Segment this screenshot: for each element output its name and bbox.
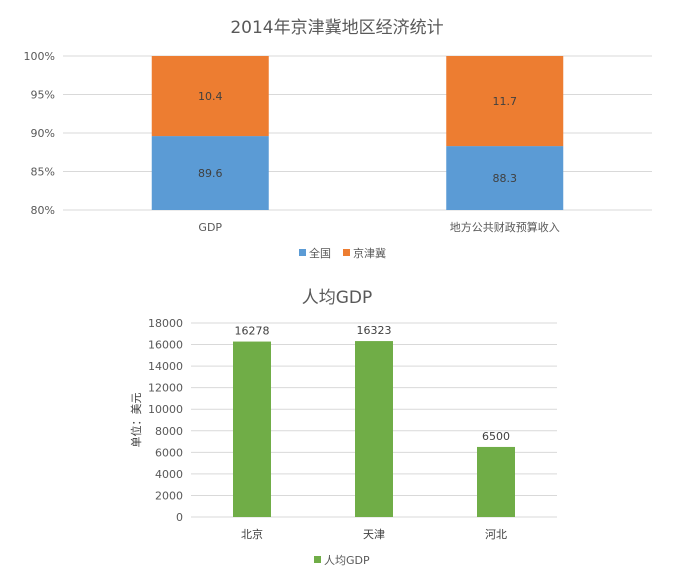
chart1-x-tick-label: GDP — [198, 221, 222, 234]
chart2-data-label: 16278 — [235, 325, 270, 338]
chart1-bar-national — [151, 136, 269, 210]
chart2-y-tick-label: 0 — [176, 511, 183, 524]
chart2-y-tick-label: 2000 — [155, 489, 183, 502]
chart2-y-tick-label: 6000 — [155, 446, 183, 459]
chart1-data-label: 88.3 — [493, 172, 518, 185]
chart1-legend-label: 京津冀 — [353, 246, 386, 260]
chart2-x-axis: 北京 天津 河北 — [241, 527, 507, 541]
chart2-y-tick-label: 12000 — [148, 382, 183, 395]
chart2-x-tick-label: 天津 — [363, 528, 385, 541]
chart1-y-tick-label: 100% — [24, 50, 55, 63]
chart1-data-label: 11.7 — [493, 95, 518, 108]
chart1-x-tick-label: 地方公共财政预算收入 — [450, 220, 560, 234]
chart1-x-axis: GDP 地方公共财政预算收入 — [198, 220, 559, 234]
chart1-legend: 全国 京津冀 — [299, 246, 386, 260]
chart2-y-tick-label: 4000 — [155, 468, 183, 481]
chart2-y-axis-label: 单位：美元 — [129, 393, 143, 448]
chart1-y-tick-label: 85% — [31, 166, 55, 179]
chart1-data-label: 10.4 — [198, 90, 223, 103]
chart2-y-tick-label: 10000 — [148, 403, 183, 416]
chart1-bar-jingjinji — [446, 56, 564, 147]
chart1-y-tick-label: 95% — [31, 89, 55, 102]
chart2-x-tick-label: 北京 — [241, 527, 263, 541]
chart1-legend-swatch — [299, 249, 306, 256]
chart2-title: 人均GDP — [302, 288, 373, 308]
chart1-bar-national — [446, 146, 564, 210]
chart1-legend-label: 全国 — [309, 246, 331, 260]
chart1-y-tick-label: 80% — [31, 204, 55, 217]
chart1-bar-jingjinji — [151, 56, 269, 137]
chart2-bar — [355, 341, 393, 517]
chart2-y-axis: 0 2000 4000 6000 8000 10000 12000 14000 16000 180… — [148, 317, 183, 524]
chart2-y-tick-label: 16000 — [148, 339, 183, 352]
chart2-y-tick-label: 18000 — [148, 317, 183, 330]
chart2-legend: 人均GDP — [314, 554, 370, 567]
chart1-legend-swatch — [343, 249, 350, 256]
chart2-legend-label: 人均GDP — [324, 554, 370, 567]
chart2-bars: 16278 16323 6500 — [233, 324, 515, 517]
chart2-x-tick-label: 河北 — [485, 528, 507, 541]
chart2-bar — [233, 341, 271, 517]
chart2-data-label: 6500 — [482, 430, 510, 443]
chart1-y-axis: 80% 85% 90% 95% 100% — [24, 50, 55, 217]
chart2-bar — [477, 446, 515, 517]
chart1-bars: 89.6 10.4 88.3 11.7 — [151, 56, 564, 210]
chart2-legend-swatch — [314, 556, 321, 563]
chart2-y-tick-label: 8000 — [155, 425, 183, 438]
chart2-y-tick-label: 14000 — [148, 360, 183, 373]
chart1-data-label: 89.6 — [198, 167, 223, 180]
chart1-title: 2014年京津冀地区经济统计 — [230, 18, 443, 38]
chart1-gridlines — [63, 55, 652, 211]
chart1-y-tick-label: 90% — [31, 127, 55, 140]
chart2-data-label: 16323 — [357, 324, 392, 337]
